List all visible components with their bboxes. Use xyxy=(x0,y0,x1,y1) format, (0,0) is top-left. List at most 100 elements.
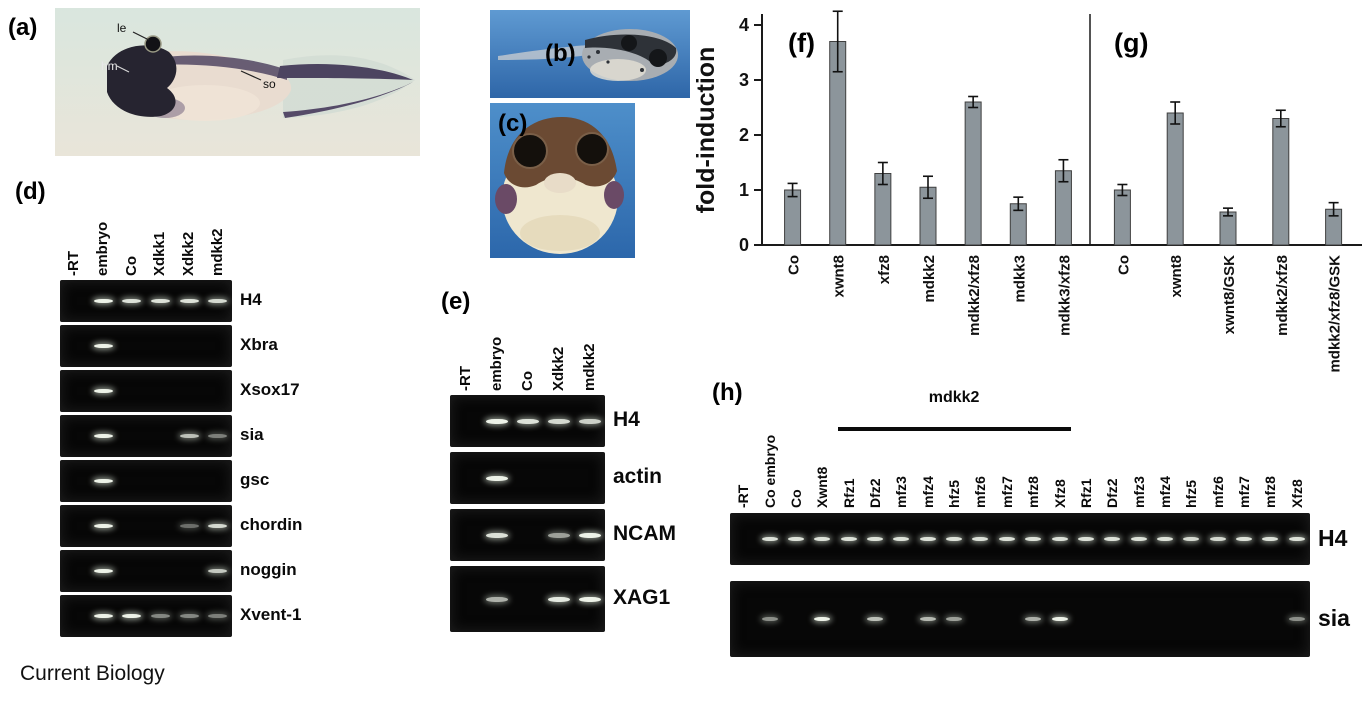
lane-label: Xdkk1 xyxy=(151,231,169,276)
gene-label-noggin: noggin xyxy=(240,560,297,580)
lane-label: Dfz2 xyxy=(1104,478,1121,508)
gel-band xyxy=(578,532,601,538)
embryo-left-eye xyxy=(512,133,548,169)
gel-band xyxy=(93,434,113,438)
category-label: mdkk2/xfz8 xyxy=(1274,255,1291,336)
gel-band xyxy=(787,537,804,541)
category-label: mdkk3 xyxy=(1011,255,1028,303)
gel-band xyxy=(919,537,936,541)
gene-label-Xbra: Xbra xyxy=(240,335,278,355)
gel-band xyxy=(893,537,910,541)
y-tick-label: 1 xyxy=(739,180,749,200)
gel-strip-chordin xyxy=(60,505,232,547)
panel-c-letter: (c) xyxy=(498,110,528,137)
bar-xfz8 xyxy=(874,173,892,246)
panel-e-letter: (e) xyxy=(441,288,471,315)
gel-band xyxy=(946,537,963,541)
lane-label: -RT xyxy=(735,484,752,508)
bar-Co xyxy=(784,189,802,246)
lane-label: Co xyxy=(122,256,140,276)
panel-letter: (f) xyxy=(788,28,815,58)
gel-band xyxy=(867,617,883,621)
so-pointer-line xyxy=(240,70,262,81)
panel-d-letter: (d) xyxy=(15,178,46,205)
gene-label-H4: H4 xyxy=(240,290,262,310)
gel-strip-Xsox17 xyxy=(60,370,232,412)
y-axis-label: fold-induction xyxy=(692,47,720,214)
gel-band xyxy=(578,596,601,602)
lane-label: Xfz8 xyxy=(1051,479,1068,508)
category-label: mdkk2 xyxy=(921,255,938,303)
gel-band xyxy=(1025,537,1042,541)
gel-band xyxy=(179,524,199,528)
bar-mdkk3/xfz8 xyxy=(1054,170,1072,246)
y-tick-label: 4 xyxy=(739,15,749,35)
lane-label: Rfz1 xyxy=(840,478,857,508)
gel-band xyxy=(93,524,113,528)
category-label: xwnt8/GSK xyxy=(1221,255,1238,334)
gel-band xyxy=(1051,617,1068,621)
panel-b-letter: (b) xyxy=(545,40,576,67)
gene-label-XAG1: XAG1 xyxy=(613,585,671,609)
photo-embryo-frontal xyxy=(490,103,635,258)
gel-band xyxy=(208,524,228,528)
gel-strip-noggin xyxy=(60,550,232,592)
lane-label: mfz3 xyxy=(1130,476,1147,508)
gel-band xyxy=(814,617,831,621)
gel-band xyxy=(122,299,142,303)
gel-band xyxy=(547,418,570,424)
category-label: xwnt8 xyxy=(831,255,848,298)
tadpole-illustration xyxy=(107,35,415,121)
y-tick-label: 3 xyxy=(739,70,749,90)
gel-band xyxy=(93,614,113,618)
gel-band xyxy=(93,479,113,483)
lane-label: Xfz8 xyxy=(1288,479,1305,508)
lane-label: Co embryo xyxy=(761,434,778,508)
bar-mdkk2/xfz8 xyxy=(964,101,982,246)
category-label: mdkk3/xfz8 xyxy=(1056,255,1073,336)
lane-label: mfz6 xyxy=(1209,476,1226,508)
hm-pointer-line xyxy=(116,65,130,73)
gel-band xyxy=(761,617,778,621)
le-pointer-line xyxy=(132,31,150,41)
gel-band xyxy=(93,569,113,573)
gel-band xyxy=(485,475,508,481)
lane-label: mfz6 xyxy=(972,476,989,508)
gel-band xyxy=(998,537,1015,541)
panel-a-letter: (a) xyxy=(8,14,38,41)
gene-label-NCAM: NCAM xyxy=(613,521,676,545)
gel-band xyxy=(547,596,570,602)
gel-strip-sia xyxy=(60,415,232,457)
category-label: mdkk2/xfz8 xyxy=(966,255,983,336)
gel-strip-Xvent-1 xyxy=(60,595,232,637)
bar-mdkk2/xfz8/GSK xyxy=(1325,208,1343,246)
lane-label: mfz4 xyxy=(1157,476,1173,508)
gene-label-actin: actin xyxy=(613,464,663,488)
tadpole-dorsal-illustration xyxy=(498,29,678,81)
gene-label-Xsox17: Xsox17 xyxy=(240,380,300,400)
annotation-so: so xyxy=(263,77,276,91)
gel-band xyxy=(1051,537,1068,541)
gel-band xyxy=(1025,617,1042,621)
category-label: Co xyxy=(1115,255,1132,275)
gel-band xyxy=(485,418,508,424)
gel-band xyxy=(946,617,963,621)
gel-band xyxy=(1262,537,1279,541)
photo-embryo-lateral: le hm so xyxy=(55,8,420,156)
gel-band xyxy=(208,434,228,438)
gel-band xyxy=(208,299,228,303)
gel-band xyxy=(1077,537,1094,541)
gel-band xyxy=(150,614,170,618)
lane-label: mfz7 xyxy=(1236,476,1253,508)
gel-band xyxy=(761,537,778,541)
embryo-right-eye xyxy=(575,132,609,166)
gel-strip-H4 xyxy=(60,280,232,322)
mdkk2-group-bracket xyxy=(837,427,1071,431)
gel-band xyxy=(972,537,989,541)
gel-band xyxy=(578,418,601,424)
gel-band xyxy=(93,344,113,348)
bar-xwnt8 xyxy=(829,41,847,246)
lane-label: mdkk2 xyxy=(208,228,226,276)
gel-band xyxy=(485,532,508,538)
gel-band xyxy=(547,532,570,538)
